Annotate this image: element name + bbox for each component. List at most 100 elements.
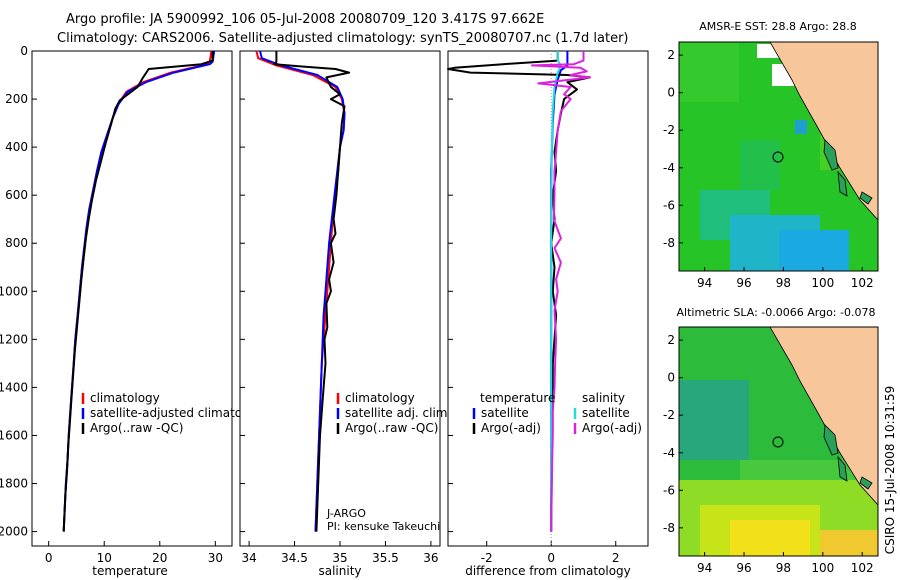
x-tick-label: 0 (45, 551, 53, 565)
sla-field-patch (730, 520, 810, 556)
map-x-tick-label: 96 (736, 276, 751, 290)
legend-heading-salinity: salinity (582, 391, 625, 405)
difference-xlabel: difference from climatology (465, 564, 631, 578)
series-line (273, 51, 351, 532)
sla-map-frame (678, 326, 879, 557)
map-y-tick-label: -4 (663, 161, 675, 175)
legend-label-argo: Argo(..raw -QC) (345, 421, 438, 435)
x-tick-label: 34.5 (281, 551, 308, 565)
legend-label-temperature-satellite: satellite (481, 406, 529, 420)
map-x-tick-label: 96 (736, 561, 751, 575)
salinity-axes-box (239, 50, 441, 547)
island (859, 191, 873, 205)
land-mass (769, 327, 878, 506)
salinity-ticks: 34 34.5 35 35.5 36 (240, 50, 439, 565)
difference-panel: -2 0 2 difference from climatology tempera… (447, 50, 649, 578)
y-tick-label: 1800 (0, 477, 28, 491)
salinity-xlabel: salinity (318, 564, 361, 578)
legend-label-climatology: climatology (90, 391, 160, 405)
sla-map-field (679, 327, 878, 556)
salinity-lines (255, 50, 351, 532)
map-y-tick-label: -6 (663, 483, 675, 497)
sst-field-patch (679, 42, 739, 102)
y-tick-label: 2000 (0, 525, 28, 539)
map-x-tick-label: 100 (811, 276, 834, 290)
salinity-panel: 34 34.5 35 35.5 36 salinity climatology sate… (239, 50, 451, 578)
y-tick-label: 0 (20, 44, 28, 58)
temperature-legend: climatology satellite-adjusted climatolo… (81, 391, 268, 435)
island (837, 170, 848, 197)
float-pi-annotation: PI: kensuke Takeuchi (327, 520, 440, 533)
map-y-tick-label: 2 (667, 48, 675, 62)
sst-map-ticks: 94 96 98 100 102 2 0 -2 -4 -6 -8 (663, 48, 874, 290)
sla-argo-marker (772, 436, 784, 448)
temperature-lines (62, 50, 216, 532)
sla-map-ticks: 94 96 98 100 102 2 0 -2 -4 -6 -8 (663, 333, 874, 575)
map-x-tick-label: 98 (776, 276, 791, 290)
legend-label-satellite-adj: satellite adj. clim. (345, 406, 451, 420)
map-y-tick-label: -8 (663, 236, 675, 250)
legend-heading-temperature: temperature (480, 391, 555, 405)
y-tick-label: 1000 (0, 284, 28, 298)
legend-label-argo: Argo(..raw -QC) (90, 421, 183, 435)
legend-label-temperature-argo: Argo(-adj) (481, 421, 541, 435)
temperature-xlabel: temperature (92, 564, 167, 578)
header-line-1: Argo profile: JA 5900992_106 05-Jul-2008… (66, 12, 544, 27)
island (823, 424, 839, 456)
y-tick-label: 600 (5, 188, 28, 202)
x-tick-label: 10 (97, 551, 112, 565)
sst-field-patch (795, 120, 807, 134)
map-y-tick-label: -2 (663, 123, 675, 137)
legend-label-salinity-satellite: satellite (582, 406, 630, 420)
map-x-tick-label: 102 (851, 561, 874, 575)
difference-legend: temperature satellite Argo(-adj) salinit… (472, 391, 642, 435)
x-tick-label: 30 (208, 551, 223, 565)
map-y-tick-label: -8 (663, 521, 675, 535)
x-tick-label: 20 (152, 551, 167, 565)
salinity-legend: climatology satellite adj. clim. Argo(..… (336, 391, 451, 435)
sla-map-panel: Altimetric SLA: -0.0066 Argo: -0.078 94 9… (663, 306, 879, 575)
map-y-tick-label: -6 (663, 198, 675, 212)
temperature-ticks: 0 10 20 30 0 200 400 600 800 1000 1200 1400 1600 1800… (0, 44, 223, 565)
x-tick-label: -2 (481, 551, 493, 565)
map-x-tick-label: 102 (851, 276, 874, 290)
x-tick-label: 35.5 (372, 551, 399, 565)
sst-map-frame (678, 41, 879, 272)
sla-field-patch (820, 530, 878, 556)
map-y-tick-label: 2 (667, 333, 675, 347)
header-line-2: Climatology: CARS2006. Satellite-adjuste… (57, 31, 629, 46)
sst-map-panel: AMSR-E SST: 28.8 Argo: 28.8 94 96 98 100 102… (663, 20, 879, 290)
sst-map-title: AMSR-E SST: 28.8 Argo: 28.8 (699, 20, 857, 33)
y-tick-label: 400 (5, 140, 28, 154)
y-tick-label: 1200 (0, 332, 28, 346)
difference-ticks: -2 0 2 (448, 50, 620, 565)
map-y-tick-label: -2 (663, 408, 675, 422)
legend-label-salinity-argo: Argo(-adj) (582, 421, 642, 435)
x-tick-label: 2 (612, 551, 620, 565)
island (823, 139, 839, 171)
map-x-tick-label: 100 (811, 561, 834, 575)
map-y-tick-label: -4 (663, 446, 675, 460)
series-line (530, 51, 591, 532)
island (837, 455, 848, 482)
map-y-tick-label: 0 (667, 86, 675, 100)
y-tick-label: 800 (5, 236, 28, 250)
difference-axes-box (447, 50, 649, 547)
float-program-annotation: J-ARGO (326, 507, 366, 520)
sst-argo-marker (772, 151, 784, 163)
sla-field-patch (679, 380, 749, 460)
sst-map-field (679, 42, 878, 271)
map-y-tick-label: 0 (667, 371, 675, 385)
x-tick-label: 34 (241, 551, 256, 565)
land-mass (769, 42, 878, 221)
credit-timestamp: CSIRO 15-Jul-2008 10:31:59 (883, 386, 897, 554)
temperature-panel: 0 10 20 30 0 200 400 600 800 1000 1200 1400 1600 1800… (0, 44, 268, 578)
difference-lines (447, 51, 591, 532)
sst-field-patch (740, 140, 780, 190)
sla-map-title: Altimetric SLA: -0.0066 Argo: -0.078 (677, 306, 876, 319)
map-x-tick-label: 94 (697, 276, 712, 290)
x-tick-label: 36 (423, 551, 438, 565)
legend-label-satellite-adjusted: satellite-adjusted climatology (90, 406, 268, 420)
series-line (62, 51, 214, 532)
